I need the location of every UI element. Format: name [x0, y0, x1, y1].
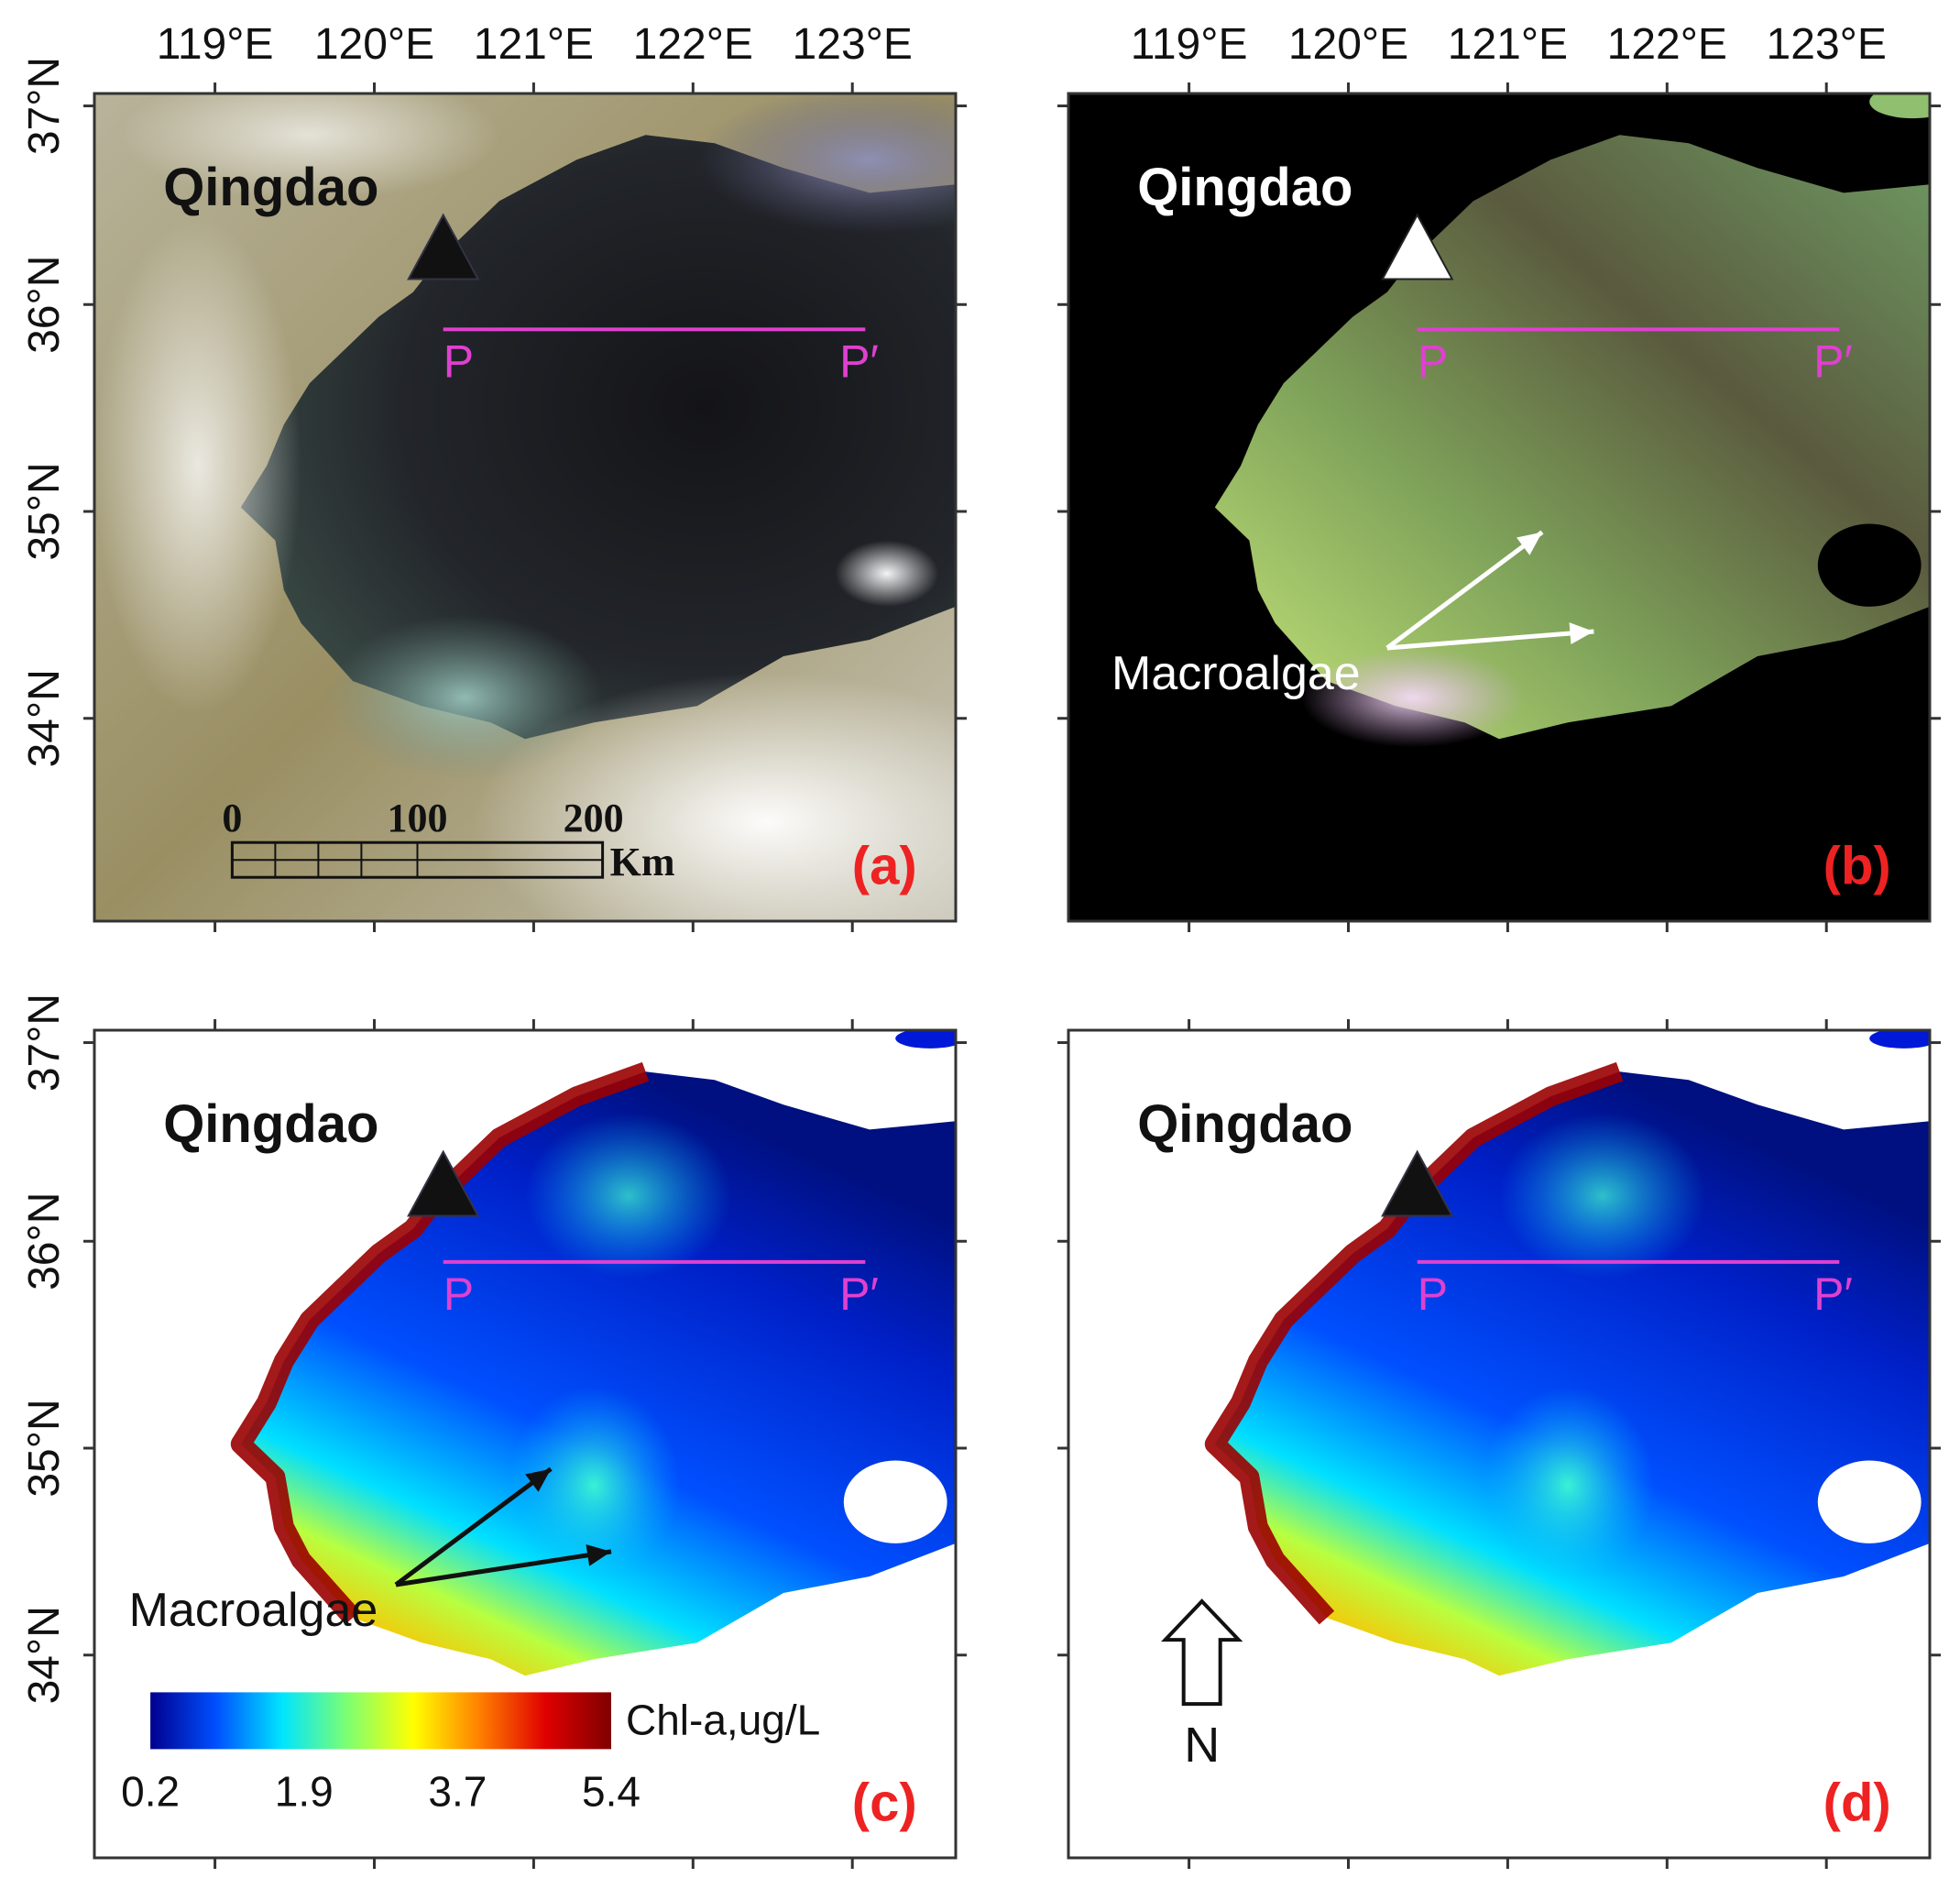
macroalgae-annotation-b: Macroalgae	[1111, 530, 1594, 700]
transect-end-label: P′	[1813, 1268, 1853, 1320]
panel-label: (a)	[852, 836, 917, 895]
lat-label: 34°N	[20, 1606, 69, 1704]
cloud-mask	[1817, 523, 1922, 607]
city-label: Qingdao	[1137, 158, 1352, 217]
sea-area	[895, 1030, 956, 1049]
sea-area	[240, 135, 956, 740]
cloud-mask	[1817, 1460, 1922, 1543]
scale-bar-unit: Km	[610, 840, 675, 884]
macroalgae-label: Macroalgae	[1111, 647, 1361, 700]
lat-label: 35°N	[20, 462, 69, 560]
cloud-cover	[473, 673, 956, 921]
cloud-mask	[843, 1460, 947, 1543]
arrow-head	[525, 1468, 552, 1492]
panel-a: Qingdao P P′ (a)	[83, 82, 967, 932]
colorbar-tick-label: 0.2	[121, 1767, 180, 1815]
north-label: N	[1184, 1718, 1220, 1773]
lon-label: 119°E	[157, 20, 274, 69]
lat-label: 37°N	[20, 57, 69, 155]
colorbar-tick-label: 1.9	[275, 1767, 334, 1815]
transect-end-label: P′	[839, 1268, 879, 1320]
scale-bar-label: 100	[388, 796, 448, 840]
coastal-high-chl	[230, 1061, 650, 1625]
arrow-head	[586, 1543, 611, 1566]
panel-frame	[1067, 92, 1932, 923]
sea-area	[1214, 135, 1930, 740]
macroalgae-zone	[508, 1386, 681, 1586]
colorbar: Chl-a,ug/L 0.2 1.9 3.7 5.4	[121, 1692, 820, 1815]
arrow-head	[1516, 532, 1542, 555]
qingdao-marker	[407, 213, 480, 280]
qingdao-marker	[1381, 1149, 1454, 1217]
panel-b-image	[1068, 93, 1930, 921]
lat-label: 35°N	[20, 1399, 69, 1497]
coastal-high-chl	[1204, 1061, 1624, 1625]
annotation-arrow	[395, 1549, 612, 1587]
panel-d-image	[1068, 1030, 1930, 1858]
transect-start-label: P	[1418, 1268, 1448, 1320]
macroalgae-label: Macroalgae	[129, 1584, 378, 1637]
transect-start-label: P	[1418, 335, 1448, 387]
panel-frame	[93, 1028, 958, 1860]
panel-a-image	[94, 93, 956, 921]
panel-frame	[93, 92, 958, 923]
lat-label: 36°N	[20, 256, 69, 354]
lon-label: 120°E	[314, 20, 434, 69]
lat-label: 36°N	[20, 1192, 69, 1290]
sea-area	[1869, 93, 1930, 119]
lat-label: 34°N	[20, 669, 69, 767]
transect-end-label: P′	[839, 335, 879, 387]
colorbar-ramp	[150, 1692, 611, 1750]
panel-d: Qingdao P P′ (d)	[1057, 1019, 1941, 1869]
lon-label: 122°E	[633, 20, 753, 69]
panel-label: (b)	[1823, 836, 1891, 895]
macroalgae-zone	[525, 1113, 732, 1279]
macroalgae-zone	[1482, 1386, 1655, 1586]
lon-label: 121°E	[474, 20, 594, 69]
panel-b: Qingdao P P′ (b)	[1057, 82, 1941, 932]
cloud-cover	[835, 540, 939, 607]
qingdao-marker	[407, 1149, 480, 1217]
city-label: Qingdao	[1137, 1094, 1352, 1154]
transect-start-label: P	[443, 335, 474, 387]
sea-area	[1869, 1030, 1930, 1049]
city-label: Qingdao	[163, 1094, 378, 1154]
lon-label: 119°E	[1131, 20, 1248, 69]
cloud-cover	[94, 217, 301, 715]
scale-bar-label: 0	[222, 796, 242, 840]
panel-label: (c)	[852, 1773, 917, 1832]
colorbar-tick-label: 5.4	[582, 1767, 641, 1815]
arrow-head	[1569, 622, 1594, 644]
north-arrow: N	[1161, 1598, 1243, 1773]
colorbar-title: Chl-a,ug/L	[626, 1696, 820, 1743]
transect-start-label: P	[443, 1268, 474, 1320]
city-label: Qingdao	[163, 158, 378, 217]
lon-label: 123°E	[793, 20, 913, 69]
panel-label: (d)	[1823, 1773, 1891, 1832]
turbid-water	[1300, 648, 1526, 748]
lon-label: 121°E	[1448, 20, 1568, 69]
qingdao-marker	[1381, 213, 1454, 280]
cloud-cover	[120, 93, 499, 202]
macroalgae-annotation-c: Macroalgae	[129, 1466, 612, 1637]
haze-area	[697, 93, 956, 235]
panel-frame	[1067, 1028, 1932, 1860]
lat-label: 37°N	[20, 994, 69, 1092]
colorbar-tick-label: 3.7	[428, 1767, 487, 1815]
lon-label: 120°E	[1288, 20, 1408, 69]
north-arrow-icon	[1161, 1598, 1243, 1707]
scale-bar-label: 200	[564, 796, 624, 840]
lon-label: 123°E	[1767, 20, 1887, 69]
annotation-arrow	[1386, 629, 1594, 651]
annotation-arrow	[394, 1466, 553, 1587]
transect-end-label: P′	[1813, 335, 1853, 387]
annotation-arrow	[1385, 530, 1544, 651]
macroalgae-zone	[1499, 1113, 1706, 1279]
lon-label: 122°E	[1607, 20, 1727, 69]
